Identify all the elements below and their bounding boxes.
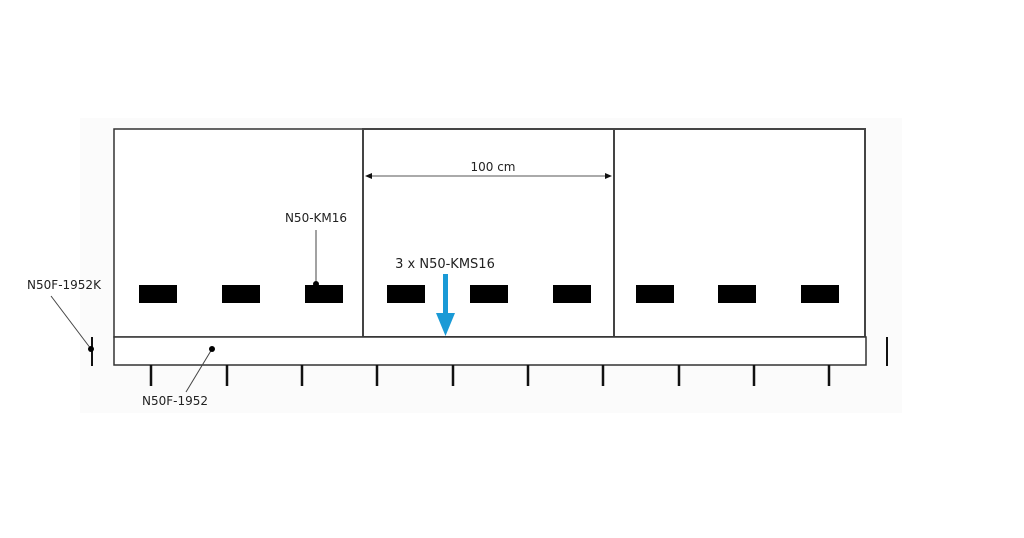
rail-label: N50F-1952 [142,394,208,408]
bracket-block [470,285,508,303]
bracket-dot [313,281,319,287]
rail-leader [185,348,213,393]
end-cap-label: N50F-1952K [27,278,102,292]
bracket-block [139,285,177,303]
brackets [139,285,839,303]
bracket-block [222,285,260,303]
bracket-block [801,285,839,303]
bracket-set-label: 3 x N50-KMS16 [395,257,495,272]
bracket-block [553,285,591,303]
bracket-block [718,285,756,303]
rail [113,336,867,366]
rail-dot [209,346,215,352]
arrow-left-icon [365,173,372,179]
arrow-right-icon [605,173,612,179]
dimension-label: 100 cm [470,160,515,174]
panel-3 [613,128,866,338]
end-cap-leader [50,295,92,350]
bracket-block [305,285,343,303]
arrow-shaft [443,274,448,314]
panel-1 [113,128,364,338]
arrow-down-icon [436,313,455,336]
bracket-block [387,285,425,303]
bracket-block [636,285,674,303]
end-cap-dot [88,346,94,352]
bracket-label: N50-KM16 [285,211,347,225]
posts [149,365,831,386]
